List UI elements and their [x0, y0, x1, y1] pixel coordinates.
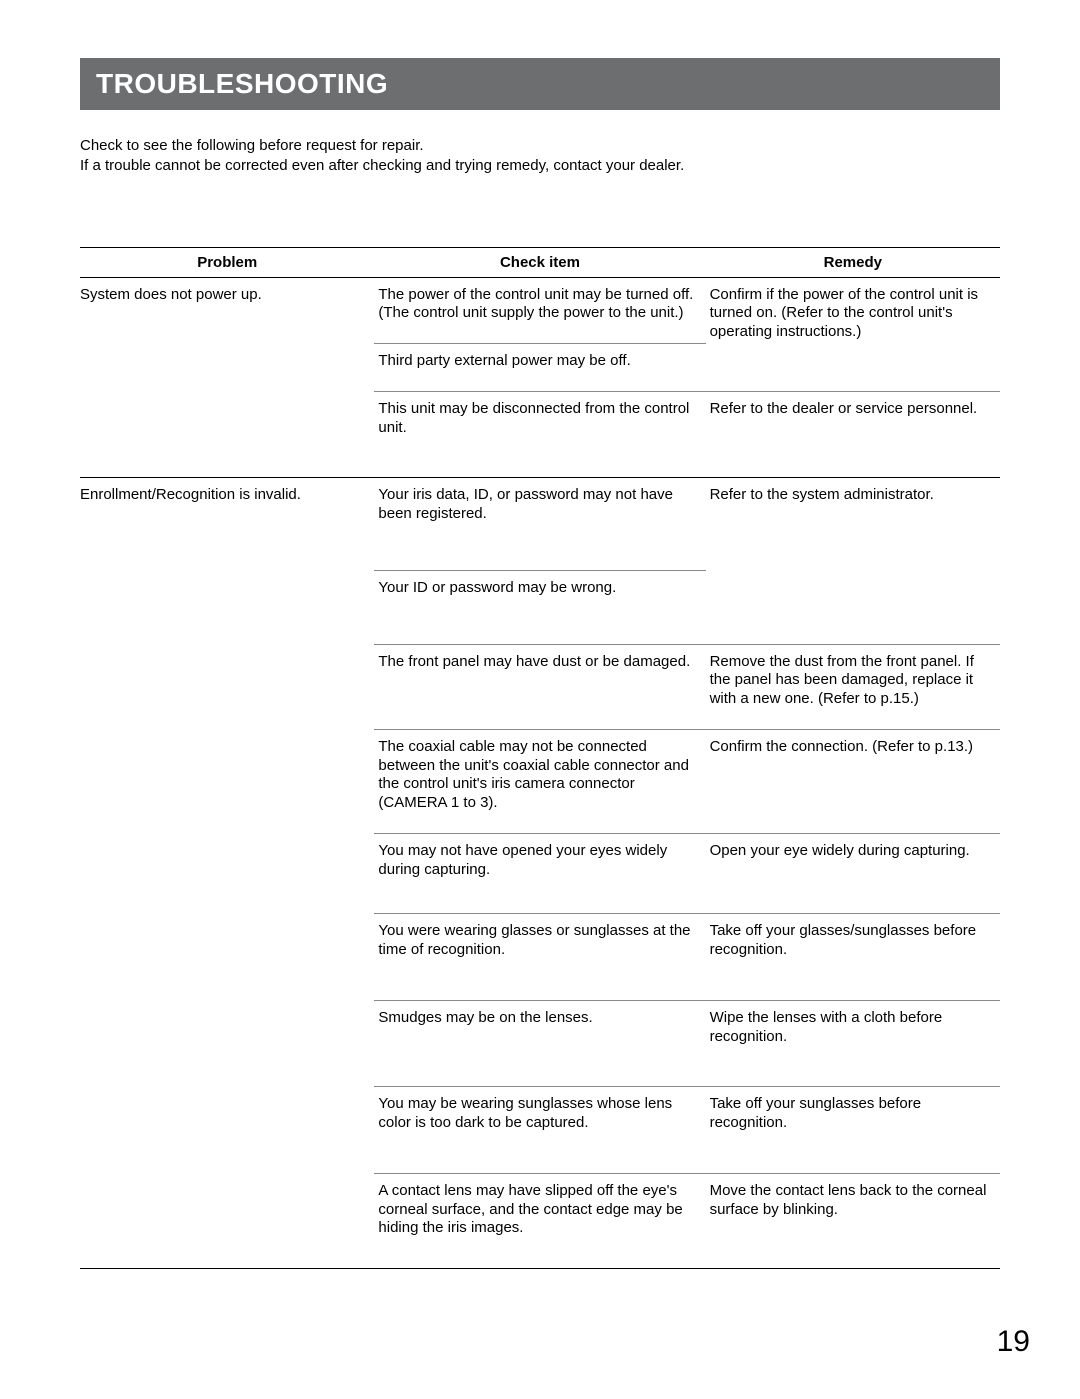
table-row: Enrollment/Recognition is invalid. Your …: [80, 478, 1000, 571]
cell-check: Smudges may be on the lenses.: [374, 1000, 705, 1087]
cell-check: You may not have opened your eyes widely…: [374, 833, 705, 914]
cell-check: The front panel may have dust or be dama…: [374, 644, 705, 729]
cell-check: Your ID or password may be wrong.: [374, 570, 705, 644]
intro-line: Check to see the following before reques…: [80, 136, 1000, 156]
cell-problem: Enrollment/Recognition is invalid.: [80, 478, 374, 1269]
cell-remedy: Open your eye widely during capturing.: [706, 833, 1000, 914]
cell-remedy: Move the contact lens back to the cornea…: [706, 1173, 1000, 1268]
cell-check: The coaxial cable may not be connected b…: [374, 729, 705, 833]
cell-check: Third party external power may be off.: [374, 344, 705, 392]
cell-remedy: Remove the dust from the front panel. If…: [706, 644, 1000, 729]
intro-line: If a trouble cannot be corrected even af…: [80, 156, 1000, 176]
col-header-check: Check item: [374, 247, 705, 277]
cell-remedy: Take off your sunglasses before recognit…: [706, 1087, 1000, 1174]
col-header-remedy: Remedy: [706, 247, 1000, 277]
table-header-row: Problem Check item Remedy: [80, 247, 1000, 277]
cell-remedy: Confirm if the power of the control unit…: [706, 277, 1000, 391]
cell-check: This unit may be disconnected from the c…: [374, 391, 705, 478]
cell-remedy: Confirm the connection. (Refer to p.13.): [706, 729, 1000, 833]
section-title: TROUBLESHOOTING: [96, 68, 984, 100]
cell-check: You were wearing glasses or sunglasses a…: [374, 914, 705, 1001]
page-number: 19: [997, 1325, 1030, 1359]
cell-remedy: Refer to the system administrator.: [706, 478, 1000, 644]
troubleshooting-table: Problem Check item Remedy System does no…: [80, 247, 1000, 1270]
cell-remedy: Take off your glasses/sunglasses before …: [706, 914, 1000, 1001]
cell-check: The power of the control unit may be tur…: [374, 277, 705, 344]
cell-problem: System does not power up.: [80, 277, 374, 478]
col-header-problem: Problem: [80, 247, 374, 277]
cell-check: Your iris data, ID, or password may not …: [374, 478, 705, 571]
cell-check: A contact lens may have slipped off the …: [374, 1173, 705, 1268]
page: TROUBLESHOOTING Check to see the followi…: [0, 0, 1080, 1399]
cell-check: You may be wearing sunglasses whose lens…: [374, 1087, 705, 1174]
cell-remedy: Refer to the dealer or service personnel…: [706, 391, 1000, 478]
table-row: System does not power up. The power of t…: [80, 277, 1000, 344]
section-header: TROUBLESHOOTING: [80, 58, 1000, 110]
cell-remedy: Wipe the lenses with a cloth before reco…: [706, 1000, 1000, 1087]
intro-block: Check to see the following before reques…: [80, 136, 1000, 177]
